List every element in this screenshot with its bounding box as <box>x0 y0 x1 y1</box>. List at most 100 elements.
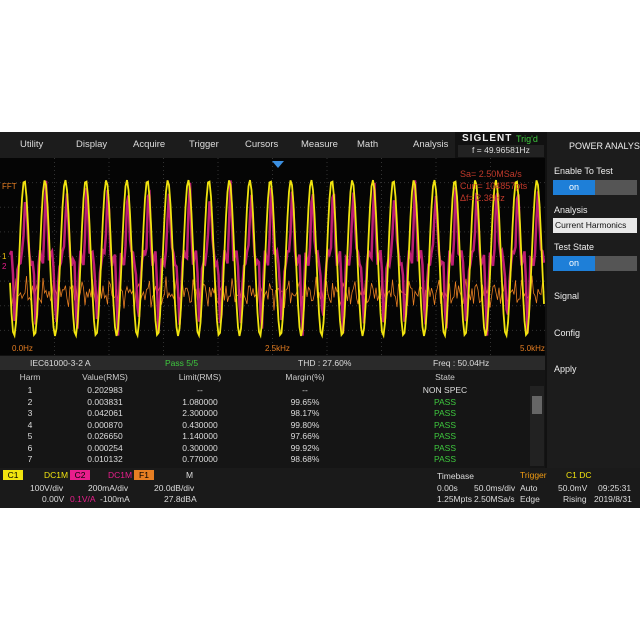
cell: NON SPEC <box>422 385 468 395</box>
select[interactable]: Current Harmonics <box>553 218 637 233</box>
toggle-value: on <box>553 180 595 195</box>
column-title: Value(RMS) <box>82 372 128 382</box>
scale: 200mA/div <box>88 483 129 493</box>
points: 1.25Mpts <box>437 494 472 504</box>
scrollbar[interactable] <box>530 386 544 466</box>
column-header: Harm Value(RMS) Limit(RMS) Margin(%) State <box>0 372 530 383</box>
cell: 0.770000 <box>182 454 218 464</box>
menu-item[interactable]: Analysis <box>413 139 449 150</box>
table-header: IEC61000-3-2 A Pass 5/5 THD : 27.60% Fre… <box>0 356 545 370</box>
trigger-level: 50.0mV <box>558 483 588 493</box>
menu-item[interactable]: Utility <box>20 139 44 150</box>
x-label: 5.0kHz <box>520 344 545 353</box>
panel-title: POWER ANALYSIS <box>569 141 640 151</box>
x-label: 2.5kHz <box>265 344 290 353</box>
scroll-thumb[interactable] <box>532 396 542 414</box>
toggle-value: on <box>553 256 595 271</box>
info-line: Sa= 2.50MSa/s <box>460 169 522 179</box>
table-row: 7 0.010132 0.770000 98.68% PASS <box>0 454 530 465</box>
cell: PASS <box>433 442 457 453</box>
trigger-marker <box>272 161 284 168</box>
trigger-title: Trigger <box>520 470 547 480</box>
cell: -- <box>302 385 308 395</box>
cell: 5 <box>27 431 33 441</box>
marker: 1 <box>2 252 7 261</box>
menu-item[interactable]: Math <box>357 139 379 150</box>
cell: 0.010132 <box>87 454 123 464</box>
side-panel: POWER ANALYSIS Enable To Test on Analysi… <box>547 132 640 470</box>
column-title: Margin(%) <box>285 372 325 382</box>
pass: Pass 5/5 <box>165 358 199 368</box>
trigger-source: C1 DC <box>566 470 592 480</box>
cell: PASS <box>433 454 457 464</box>
menu-item[interactable]: Display <box>76 139 108 150</box>
cell: 6 <box>27 442 33 453</box>
scale: 50.0ms/div <box>474 483 516 493</box>
menu-item[interactable]: Trigger <box>189 139 219 150</box>
button[interactable]: Apply <box>554 364 577 374</box>
cell: 0.003831 <box>87 396 123 407</box>
cell: 97.66% <box>290 431 320 441</box>
frequency: f = 49.96581Hz <box>458 145 544 157</box>
scale: 20.0dB/div <box>154 483 195 493</box>
channel-tag[interactable]: C2 <box>70 470 90 480</box>
label: Enable To Test <box>554 166 613 176</box>
offset: 0.00V <box>42 494 65 504</box>
cell: 99.65% <box>290 396 320 407</box>
trigger-mode: Auto <box>520 483 538 493</box>
rate: 2.50MSa/s <box>474 494 515 504</box>
label: Test State <box>554 242 595 252</box>
trigger-slope: Rising <box>563 494 587 504</box>
voltage-trace <box>9 179 545 339</box>
table: IEC61000-3-2 A Pass 5/5 THD : 27.60% Fre… <box>0 356 545 468</box>
table-row: 1 0.202983 -- -- NON SPEC <box>0 385 530 396</box>
thd: THD : 27.60% <box>298 358 352 368</box>
cell: 0.430000 <box>182 419 218 430</box>
time: 09:25:31 <box>598 483 632 493</box>
info-line: Curr= 104857pts <box>460 181 528 191</box>
source: M <box>186 470 194 480</box>
scale: 100V/div <box>30 483 64 493</box>
table-row: 2 0.003831 1.080000 99.65% PASS <box>0 397 530 408</box>
cell: 98.68% <box>290 454 320 464</box>
toggle[interactable]: on <box>553 180 637 195</box>
cell: -- <box>197 385 203 395</box>
cell: PASS <box>433 419 457 430</box>
freq: Freq : 50.04Hz <box>433 358 490 368</box>
channel-tag[interactable]: C1 <box>3 470 23 480</box>
cell: 2 <box>27 396 33 407</box>
menu-item[interactable]: Cursors <box>245 139 279 150</box>
cell: 0.000254 <box>87 442 123 453</box>
table-row: 5 0.026650 1.140000 97.66% PASS <box>0 431 530 442</box>
channel-tag[interactable]: F1 <box>134 470 154 480</box>
cell: PASS <box>433 408 457 418</box>
cell: 0.042061 <box>87 408 123 418</box>
offset: -100mA <box>100 494 130 504</box>
cell: 3 <box>27 408 33 418</box>
timebase-title: Timebase <box>437 471 475 481</box>
label: Analysis <box>554 205 588 215</box>
column-title: Limit(RMS) <box>178 372 222 382</box>
menu-item[interactable]: Acquire <box>133 139 166 150</box>
offset: 27.8dBA <box>164 494 197 504</box>
menu-item[interactable]: Measure <box>301 139 338 150</box>
date: 2019/8/31 <box>594 494 632 504</box>
cell: 0.000870 <box>87 419 123 430</box>
info-line: Δf= 2.38Hz <box>460 193 505 203</box>
cell: 1 <box>27 385 33 395</box>
toggle[interactable]: on <box>553 256 637 271</box>
screen: Utility Display Acquire Trigger Cursors Measu… <box>0 132 640 508</box>
cell: 98.17% <box>290 408 320 418</box>
status-bar: C1 DC1M 100V/div 0.00V C2 DC1M 200mA/div… <box>0 468 640 508</box>
column-title: Harm <box>19 372 41 382</box>
marker: 2 <box>2 262 7 271</box>
cell: 0.300000 <box>182 442 218 453</box>
button[interactable]: Signal <box>554 291 580 301</box>
cell: 0.202983 <box>87 385 123 395</box>
table-row: 3 0.042061 2.300000 98.17% PASS <box>0 408 530 419</box>
trigger-status: Trig'd <box>516 134 538 144</box>
menu-bar: Utility Display Acquire Trigger Cursors Measu… <box>0 132 455 158</box>
brand: SIGLENT <box>462 133 513 144</box>
button[interactable]: Config <box>554 328 581 338</box>
coupling: DC1M <box>108 470 133 480</box>
